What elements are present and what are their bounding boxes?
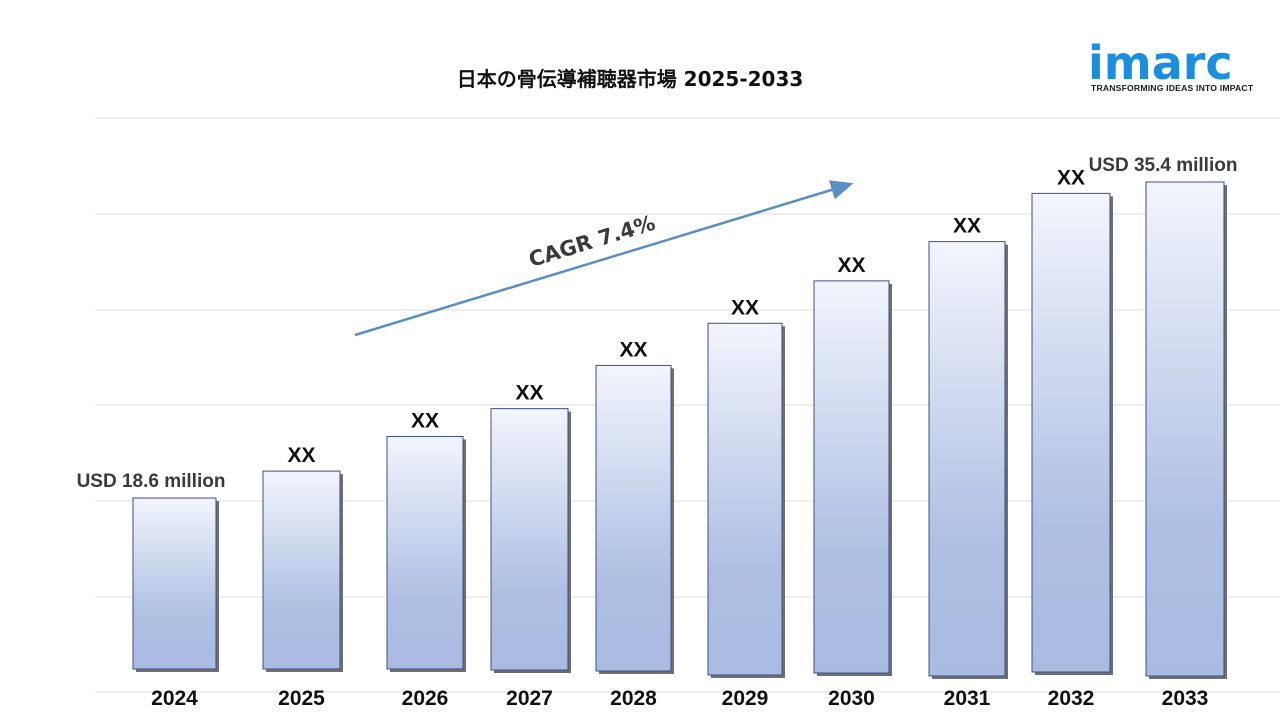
logo-wordmark: imarc — [1088, 36, 1233, 90]
x-tick-label: 2026 — [402, 687, 449, 710]
value-label: XX — [287, 444, 315, 467]
bar-2031 — [928, 241, 1006, 677]
chart-title: 日本の骨伝導補聴器市場 2025-2033 — [457, 67, 804, 91]
bar-2030 — [813, 280, 890, 674]
bar-2028 — [595, 364, 672, 672]
value-label: USD 18.6 million — [77, 471, 226, 492]
value-label: XX — [1057, 166, 1085, 189]
value-label: XX — [953, 215, 981, 238]
bar-2024 — [132, 497, 217, 670]
logo-tagline: TRANSFORMING IDEAS INTO IMPACT — [1091, 83, 1254, 93]
x-tick-label: 2027 — [506, 687, 553, 710]
x-tick-label: 2024 — [151, 687, 198, 710]
value-label: USD 35.4 million — [1089, 155, 1238, 176]
imarc-logo: imarc TRANSFORMING IDEAS INTO IMPACT — [1088, 36, 1254, 93]
x-tick-label: 2032 — [1048, 687, 1095, 710]
value-label: XX — [411, 409, 439, 432]
bar-2029 — [707, 322, 783, 676]
x-tick-label: 2025 — [278, 687, 325, 710]
cagr-annotation: CAGR 7.4% — [354, 180, 854, 337]
bar-2027 — [490, 408, 569, 671]
x-tick-label: 2033 — [1162, 687, 1209, 710]
value-label: XX — [515, 382, 543, 405]
bar-2025 — [262, 470, 341, 670]
bars: USD 18.6 million 2024 XX 2025 XX 2026 XX 2027 XX… — [77, 155, 1238, 710]
x-tick-label: 2029 — [722, 687, 769, 710]
value-label: XX — [619, 338, 647, 361]
x-tick-label: 2028 — [610, 687, 657, 710]
bar-2026 — [386, 435, 464, 670]
bar-2033 — [1145, 181, 1225, 677]
x-tick-label: 2031 — [944, 687, 991, 710]
value-label: XX — [837, 254, 865, 277]
cagr-arrow — [354, 180, 854, 337]
x-tick-label: 2030 — [828, 687, 875, 710]
bar-2032 — [1031, 192, 1111, 673]
value-label: XX — [731, 296, 759, 319]
